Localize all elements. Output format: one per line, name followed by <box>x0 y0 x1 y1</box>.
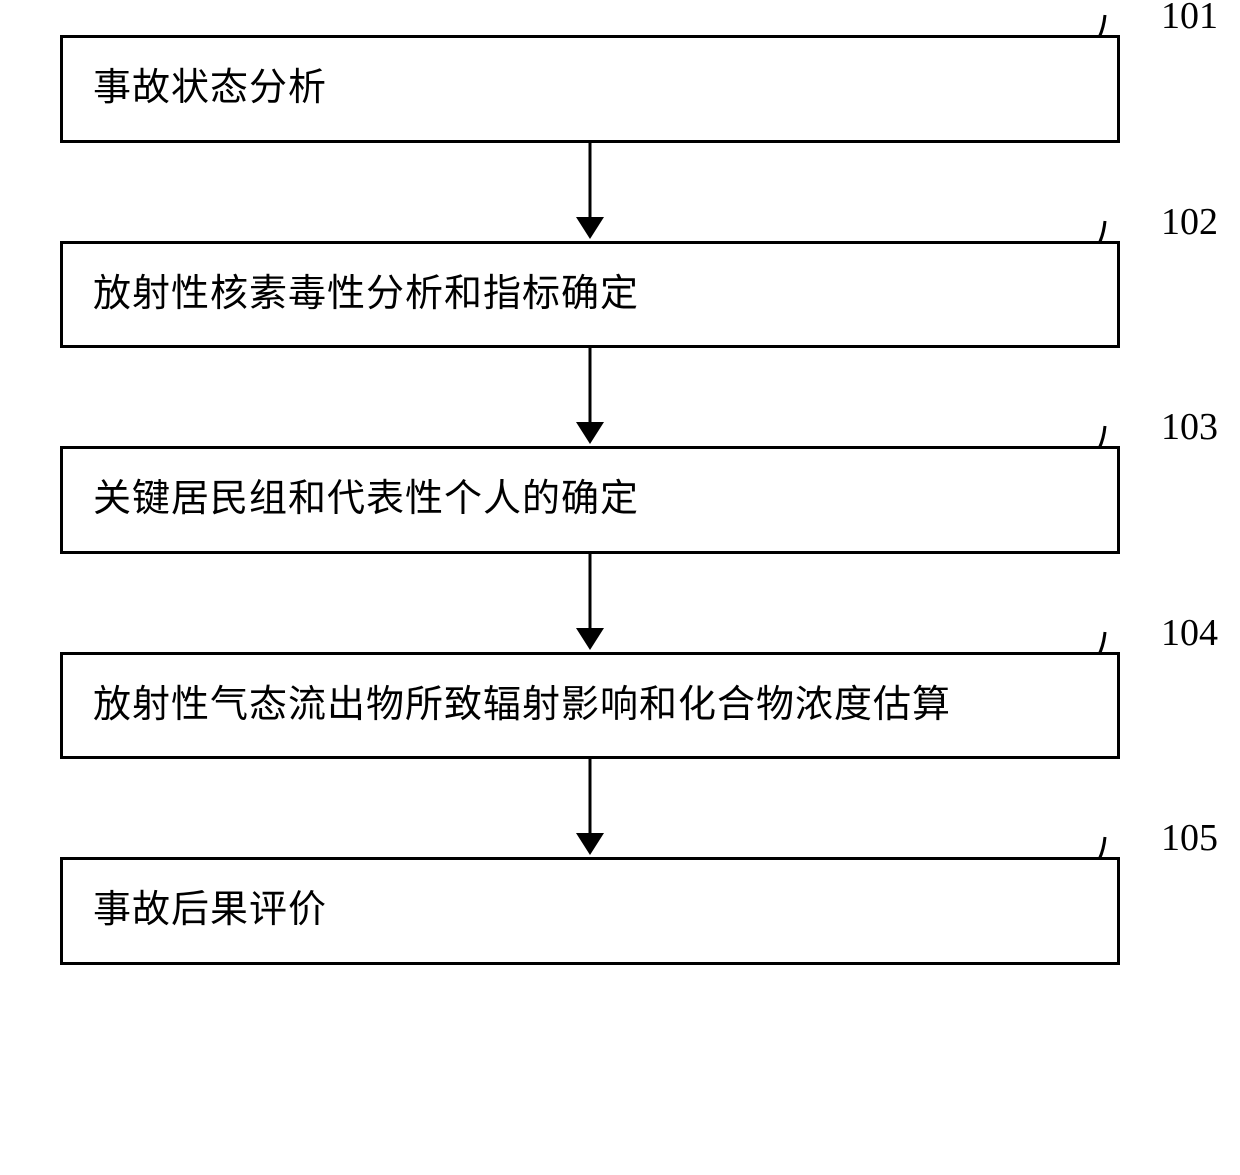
step-number: 104 <box>1161 614 1218 652</box>
step-box: 事故状态分析 <box>60 35 1120 143</box>
flow-arrow <box>60 759 1120 857</box>
step-101: 101 事故状态分析 <box>60 35 1140 143</box>
step-number: 103 <box>1161 408 1218 446</box>
step-number: 102 <box>1161 203 1218 241</box>
flow-arrow <box>60 554 1120 652</box>
step-104: 104 放射性气态流出物所致辐射影响和化合物浓度估算 <box>60 652 1140 760</box>
arrow-down-icon <box>570 554 610 652</box>
step-103: 103 关键居民组和代表性个人的确定 <box>60 446 1140 554</box>
step-box: 事故后果评价 <box>60 857 1120 965</box>
arrow-down-icon <box>570 143 610 241</box>
flow-arrow <box>60 348 1120 446</box>
step-box: 关键居民组和代表性个人的确定 <box>60 446 1120 554</box>
step-box: 放射性气态流出物所致辐射影响和化合物浓度估算 <box>60 652 1120 760</box>
step-105: 105 事故后果评价 <box>60 857 1140 965</box>
step-number: 101 <box>1161 0 1218 35</box>
step-102: 102 放射性核素毒性分析和指标确定 <box>60 241 1140 349</box>
arrow-down-icon <box>570 759 610 857</box>
step-label: 放射性气态流出物所致辐射影响和化合物浓度估算 <box>93 683 1087 729</box>
flow-arrow <box>60 143 1120 241</box>
arrow-down-icon <box>570 348 610 446</box>
step-number: 105 <box>1161 819 1218 857</box>
flowchart-container: 101 事故状态分析 102 放射性核素毒性分析和指标确定 103 <box>60 35 1140 965</box>
step-label: 事故后果评价 <box>93 888 1087 934</box>
step-label: 关键居民组和代表性个人的确定 <box>93 477 1087 523</box>
step-label: 放射性核素毒性分析和指标确定 <box>93 272 1087 318</box>
step-box: 放射性核素毒性分析和指标确定 <box>60 241 1120 349</box>
step-label: 事故状态分析 <box>93 66 1087 112</box>
